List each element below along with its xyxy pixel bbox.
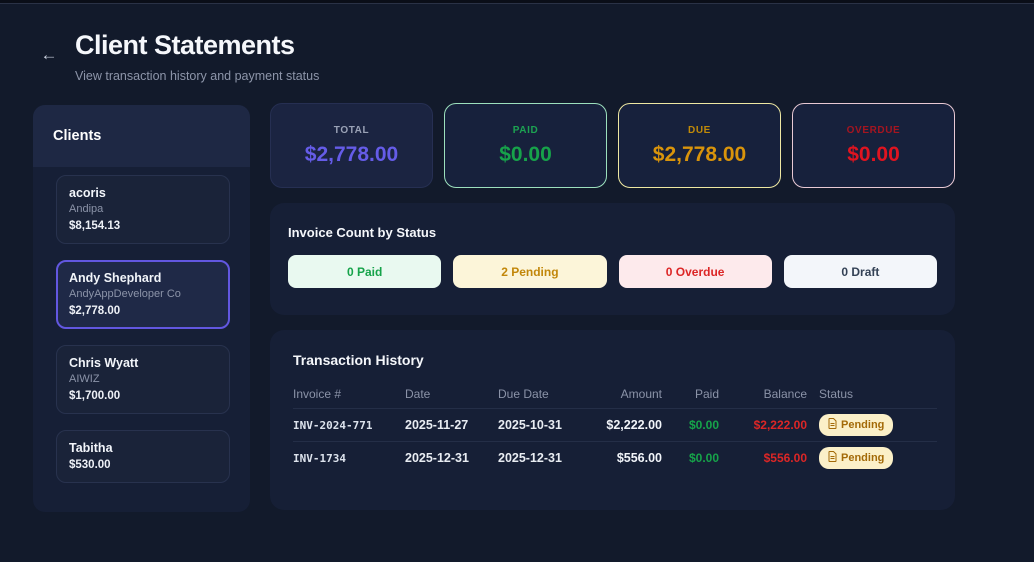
client-name: Tabitha — [69, 441, 113, 455]
page-subtitle: View transaction history and payment sta… — [75, 69, 320, 83]
summary-card-value: $2,778.00 — [304, 142, 399, 166]
client-list-item[interactable]: Tabitha $530.00 — [56, 430, 230, 483]
table-row: INV-2024-771 2025-11-27 2025-10-31 $2,22… — [293, 408, 937, 441]
status-pill-paid: 0 Paid — [288, 255, 442, 288]
invoice-balance: $556.00 — [763, 451, 807, 465]
client-list-item[interactable]: Chris Wyatt AIWIZ $1,700.00 — [56, 345, 230, 414]
column-header-balance: Balance — [763, 387, 807, 401]
document-icon — [828, 418, 837, 432]
column-header-amount: Amount — [620, 387, 662, 401]
client-company: AndyAppDeveloper Co — [69, 288, 181, 300]
client-name: Chris Wyatt — [69, 356, 139, 370]
status-badge: Pending — [819, 414, 894, 436]
client-list-item[interactable]: acoris Andipa $8,154.13 — [56, 175, 230, 244]
client-list-item-selected[interactable]: Andy Shephard AndyAppDeveloper Co $2,778… — [56, 260, 230, 329]
status-badge-label: Pending — [841, 452, 885, 464]
summary-card-label: TOTAL — [333, 124, 370, 136]
client-company: AIWIZ — [69, 373, 100, 385]
client-list: acoris Andipa $8,154.13 Andy Shephard An… — [33, 167, 250, 483]
back-button[interactable]: ← — [38, 44, 60, 66]
summary-card-label: DUE — [688, 124, 711, 136]
table-header-row: Invoice # Date Due Date Amount Paid Bala… — [293, 380, 937, 408]
invoice-count-title: Invoice Count by Status — [288, 225, 437, 240]
client-amount: $8,154.13 — [69, 220, 121, 232]
client-company: Andipa — [69, 203, 104, 215]
summary-card-label: PAID — [512, 124, 539, 136]
client-amount: $1,700.00 — [69, 390, 121, 402]
summary-card-total: TOTAL $2,778.00 — [270, 103, 433, 188]
clients-panel-header: Clients — [33, 105, 250, 167]
status-pill-overdue: 0 Overdue — [618, 255, 772, 288]
summary-cards-row: TOTAL $2,778.00 PAID $0.00 DUE $2,778.00… — [270, 103, 955, 188]
client-amount: $530.00 — [69, 459, 111, 471]
invoice-due-date: 2025-10-31 — [498, 418, 562, 432]
invoice-count-panel: Invoice Count by Status 0 Paid 2 Pending… — [270, 203, 955, 315]
summary-card-due: DUE $2,778.00 — [618, 103, 781, 188]
column-header-status: Status — [819, 387, 854, 401]
column-header-due-date: Due Date — [498, 387, 549, 401]
invoice-balance: $2,222.00 — [753, 418, 807, 432]
status-badge: Pending — [819, 447, 894, 469]
invoice-number: INV-1734 — [293, 451, 346, 465]
clients-panel: Clients acoris Andipa $8,154.13 Andy She… — [33, 105, 250, 512]
page-title: Client Statements — [75, 30, 295, 60]
clients-panel-title: Clients — [53, 128, 102, 144]
column-header-date: Date — [405, 387, 431, 401]
summary-card-paid: PAID $0.00 — [444, 103, 607, 188]
invoice-amount: $2,222.00 — [606, 418, 662, 432]
client-name: acoris — [69, 186, 106, 200]
summary-card-value: $2,778.00 — [652, 142, 747, 166]
invoice-status-cell: Pending — [807, 447, 937, 469]
invoice-number: INV-2024-771 — [293, 418, 373, 432]
invoice-paid: $0.00 — [688, 451, 719, 465]
column-header-invoice: Invoice # — [293, 387, 342, 401]
summary-card-label: OVERDUE — [846, 124, 901, 136]
invoice-paid: $0.00 — [688, 418, 719, 432]
document-icon — [828, 451, 837, 465]
status-pill-draft: 0 Draft — [783, 255, 937, 288]
status-pill-row: 0 Paid 2 Pending 0 Overdue 0 Draft — [288, 255, 937, 288]
column-header-paid: Paid — [694, 387, 719, 401]
invoice-date: 2025-12-31 — [405, 451, 469, 465]
client-name: Andy Shephard — [69, 271, 162, 285]
transaction-history-title: Transaction History — [293, 352, 424, 368]
summary-card-value: $0.00 — [499, 142, 552, 166]
summary-card-value: $0.00 — [847, 142, 900, 166]
window-top-strip — [0, 0, 1034, 4]
transaction-history-panel: Transaction History Invoice # Date Due D… — [270, 330, 955, 510]
invoice-amount: $556.00 — [616, 451, 662, 465]
invoice-date: 2025-11-27 — [405, 418, 469, 432]
status-pill-pending: 2 Pending — [453, 255, 607, 288]
invoice-status-cell: Pending — [807, 414, 937, 436]
transaction-table: Invoice # Date Due Date Amount Paid Bala… — [293, 380, 937, 474]
invoice-due-date: 2025-12-31 — [498, 451, 562, 465]
client-amount: $2,778.00 — [69, 305, 121, 317]
summary-card-overdue: OVERDUE $0.00 — [792, 103, 955, 188]
table-row: INV-1734 2025-12-31 2025-12-31 $556.00 $… — [293, 441, 937, 474]
status-badge-label: Pending — [841, 419, 885, 431]
back-arrow-icon: ← — [40, 45, 58, 64]
